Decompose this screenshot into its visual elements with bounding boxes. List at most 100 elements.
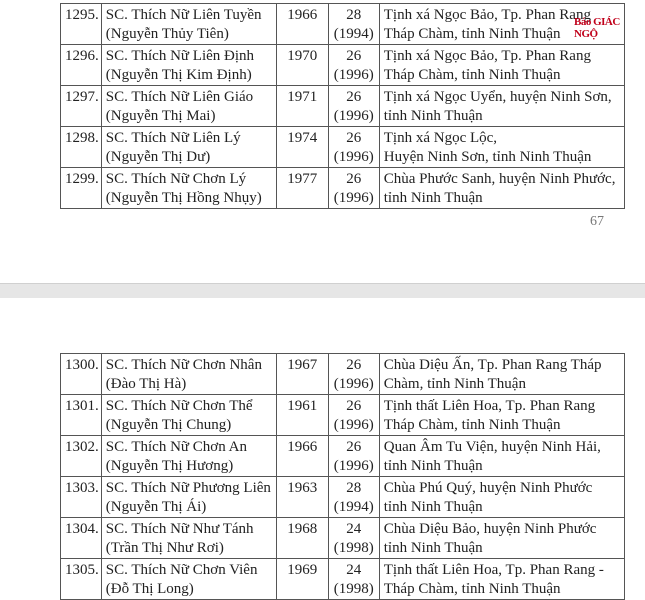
age: 28 — [346, 480, 362, 496]
place-cell: Tịnh thất Liên Hoa, Tp. Phan Rang - Tháp … — [378, 558, 626, 600]
table-row: 1302. SC. Thích Nữ Chơn An (Nguyễn Thị Hươ… — [60, 435, 626, 477]
ordination-year: (1994) — [333, 26, 374, 42]
place-line-1: Tịnh xá Ngọc Bảo, Tp. Phan Rang — [383, 48, 591, 64]
name-cell: SC. Thích Nữ Liên Định (Nguyễn Thị Kim Đị… — [100, 44, 277, 86]
table-row: 1296. SC. Thích Nữ Liên Định (Nguyễn Thị K… — [60, 44, 626, 86]
table-row: 1299. SC. Thích Nữ Chơn Lý (Nguyễn Thị Hồn… — [60, 167, 626, 209]
dharma-name: SC. Thích Nữ Liên Định — [105, 48, 255, 64]
ordination-year: (1994) — [333, 499, 374, 515]
age: 24 — [346, 562, 362, 578]
ordination-cell: 28 (1994) — [327, 3, 380, 45]
place-line-2: tỉnh Ninh Thuận — [383, 108, 483, 124]
ordination-cell: 24 (1998) — [327, 517, 380, 559]
birth-year: 1969 — [275, 558, 329, 600]
dharma-name: SC. Thích Nữ Như Tánh — [105, 521, 254, 537]
ordination-year: (1996) — [333, 458, 374, 474]
row-number: 1299. — [60, 167, 102, 209]
ordination-cell: 26 (1996) — [327, 435, 380, 477]
row-number: 1298. — [60, 126, 102, 168]
age: 26 — [346, 439, 362, 455]
place-line-2: tỉnh Ninh Thuận — [383, 499, 483, 515]
lay-name: (Nguyễn Thị Kim Định) — [105, 67, 252, 83]
lay-name: (Nguyễn Thị Mai) — [105, 108, 216, 124]
lay-name: (Nguyễn Thủy Tiên) — [105, 26, 229, 42]
dharma-name: SC. Thích Nữ Liên Giáo — [105, 89, 254, 105]
ordination-year: (1996) — [333, 190, 374, 206]
row-number: 1301. — [60, 394, 102, 436]
place-cell: Chùa Diệu Bảo, huyện Ninh Phước tỉnh Ninh… — [378, 517, 626, 559]
ordination-cell: 26 (1996) — [327, 167, 380, 209]
place-line-1: Chùa Diệu Ấn, Tp. Phan Rang Tháp — [383, 357, 602, 373]
birth-year: 1963 — [275, 476, 329, 518]
page-number: 67 — [590, 214, 604, 229]
place-line-2: Tháp Chàm, tỉnh Ninh Thuận — [383, 417, 561, 433]
dharma-name: SC. Thích Nữ Phương Liên — [105, 480, 271, 496]
name-cell: SC. Thích Nữ Liên Giáo (Nguyễn Thị Mai) — [100, 85, 277, 127]
place-cell: Tịnh xá Ngọc Uyển, huyện Ninh Sơn, tỉnh N… — [378, 85, 626, 127]
page-gap — [0, 283, 645, 299]
ordination-cell: 26 (1996) — [327, 394, 380, 436]
place-cell: Tịnh thất Liên Hoa, Tp. Phan Rang Tháp Ch… — [378, 394, 626, 436]
ordination-year: (1996) — [333, 417, 374, 433]
place-line-2: tỉnh Ninh Thuận — [383, 540, 483, 556]
age: 26 — [346, 171, 362, 187]
place-cell: Tịnh xá Ngọc Bảo, Tp. Phan Rang Tháp Chàm… — [378, 3, 626, 45]
row-number: 1295. — [60, 3, 102, 45]
table-row: 1298. SC. Thích Nữ Liên Lý (Nguyễn Thị Dư)… — [60, 126, 626, 168]
place-cell: Chùa Diệu Ấn, Tp. Phan Rang Tháp Chàm, tỉ… — [378, 353, 626, 395]
giac-ngo-watermark: Báo GIÁC NGỘ — [574, 16, 620, 40]
birth-year: 1968 — [275, 517, 329, 559]
age: 24 — [346, 521, 362, 537]
place-line-2: tỉnh Ninh Thuận — [383, 190, 483, 206]
lay-name: (Nguyễn Thị Hương) — [105, 458, 234, 474]
document-page-68: 1300. SC. Thích Nữ Chơn Nhân (Đào Thị Hà) 1… — [0, 298, 645, 600]
place-line-1: Tịnh xá Ngọc Uyển, huyện Ninh Sơn, — [383, 89, 612, 105]
lay-name: (Nguyễn Thị Chung) — [105, 417, 232, 433]
table-row: 1304. SC. Thích Nữ Như Tánh (Trần Thị Như … — [60, 517, 626, 559]
table-row: 1305. SC. Thích Nữ Chơn Viên (Đỗ Thị Long)… — [60, 558, 626, 600]
place-line-1: Tịnh xá Ngọc Bảo, Tp. Phan Rang — [383, 7, 591, 23]
dharma-name: SC. Thích Nữ Chơn Nhân — [105, 357, 262, 373]
ordination-year: (1998) — [333, 540, 374, 556]
lay-name: (Nguyễn Thị Ái) — [105, 499, 207, 515]
age: 26 — [346, 89, 362, 105]
place-cell: Quan Âm Tu Viện, huyện Ninh Hải, tỉnh Nin… — [378, 435, 626, 477]
birth-year: 1971 — [275, 85, 329, 127]
table-row: 1300. SC. Thích Nữ Chơn Nhân (Đào Thị Hà) 1… — [60, 353, 626, 395]
birth-year: 1966 — [275, 435, 329, 477]
row-number: 1302. — [60, 435, 102, 477]
dharma-name: SC. Thích Nữ Liên Tuyền — [105, 7, 262, 23]
name-cell: SC. Thích Nữ Chơn Viên (Đỗ Thị Long) — [100, 558, 277, 600]
age: 26 — [346, 398, 362, 414]
name-cell: SC. Thích Nữ Chơn Nhân (Đào Thị Hà) — [100, 353, 277, 395]
lay-name: (Nguyễn Thị Hồng Nhụy) — [105, 190, 262, 206]
name-cell: SC. Thích Nữ Chơn Lý (Nguyễn Thị Hồng Nhụ… — [100, 167, 277, 209]
birth-year: 1970 — [275, 44, 329, 86]
ordination-cell: 26 (1996) — [327, 44, 380, 86]
place-line-1: Chùa Phước Sanh, huyện Ninh Phước, — [383, 171, 616, 187]
lay-name: (Nguyễn Thị Dư) — [105, 149, 211, 165]
place-line-2: Tháp Chàm, tỉnh Ninh Thuận — [383, 26, 561, 42]
ordination-year: (1996) — [333, 108, 374, 124]
dharma-name: SC. Thích Nữ Chơn Thể — [105, 398, 253, 414]
dharma-name: SC. Thích Nữ Chơn Lý — [105, 171, 247, 187]
age: 26 — [346, 357, 362, 373]
dharma-name: SC. Thích Nữ Liên Lý — [105, 130, 241, 146]
place-line-2: Tháp Chàm, tỉnh Ninh Thuận — [383, 67, 561, 83]
row-number: 1296. — [60, 44, 102, 86]
age: 26 — [346, 130, 362, 146]
ordination-cell: 26 (1996) — [327, 85, 380, 127]
place-line-1: Chùa Diệu Bảo, huyện Ninh Phước — [383, 521, 597, 537]
row-number: 1303. — [60, 476, 102, 518]
name-cell: SC. Thích Nữ Chơn An (Nguyễn Thị Hương) — [100, 435, 277, 477]
place-line-1: Tịnh xá Ngọc Lộc, — [383, 130, 498, 146]
ordination-cell: 24 (1998) — [327, 558, 380, 600]
ordination-year: (1996) — [333, 67, 374, 83]
lay-name: (Trần Thị Như Rơi) — [105, 540, 224, 556]
place-line-1: Chùa Phú Quý, huyện Ninh Phước — [383, 480, 593, 496]
birth-year: 1977 — [275, 167, 329, 209]
document-page-67: 1295. SC. Thích Nữ Liên Tuyền (Nguyễn Thủy… — [0, 0, 645, 283]
place-line-2: Huyện Ninh Sơn, tỉnh Ninh Thuận — [383, 149, 592, 165]
ordination-cell: 28 (1994) — [327, 476, 380, 518]
row-number: 1297. — [60, 85, 102, 127]
